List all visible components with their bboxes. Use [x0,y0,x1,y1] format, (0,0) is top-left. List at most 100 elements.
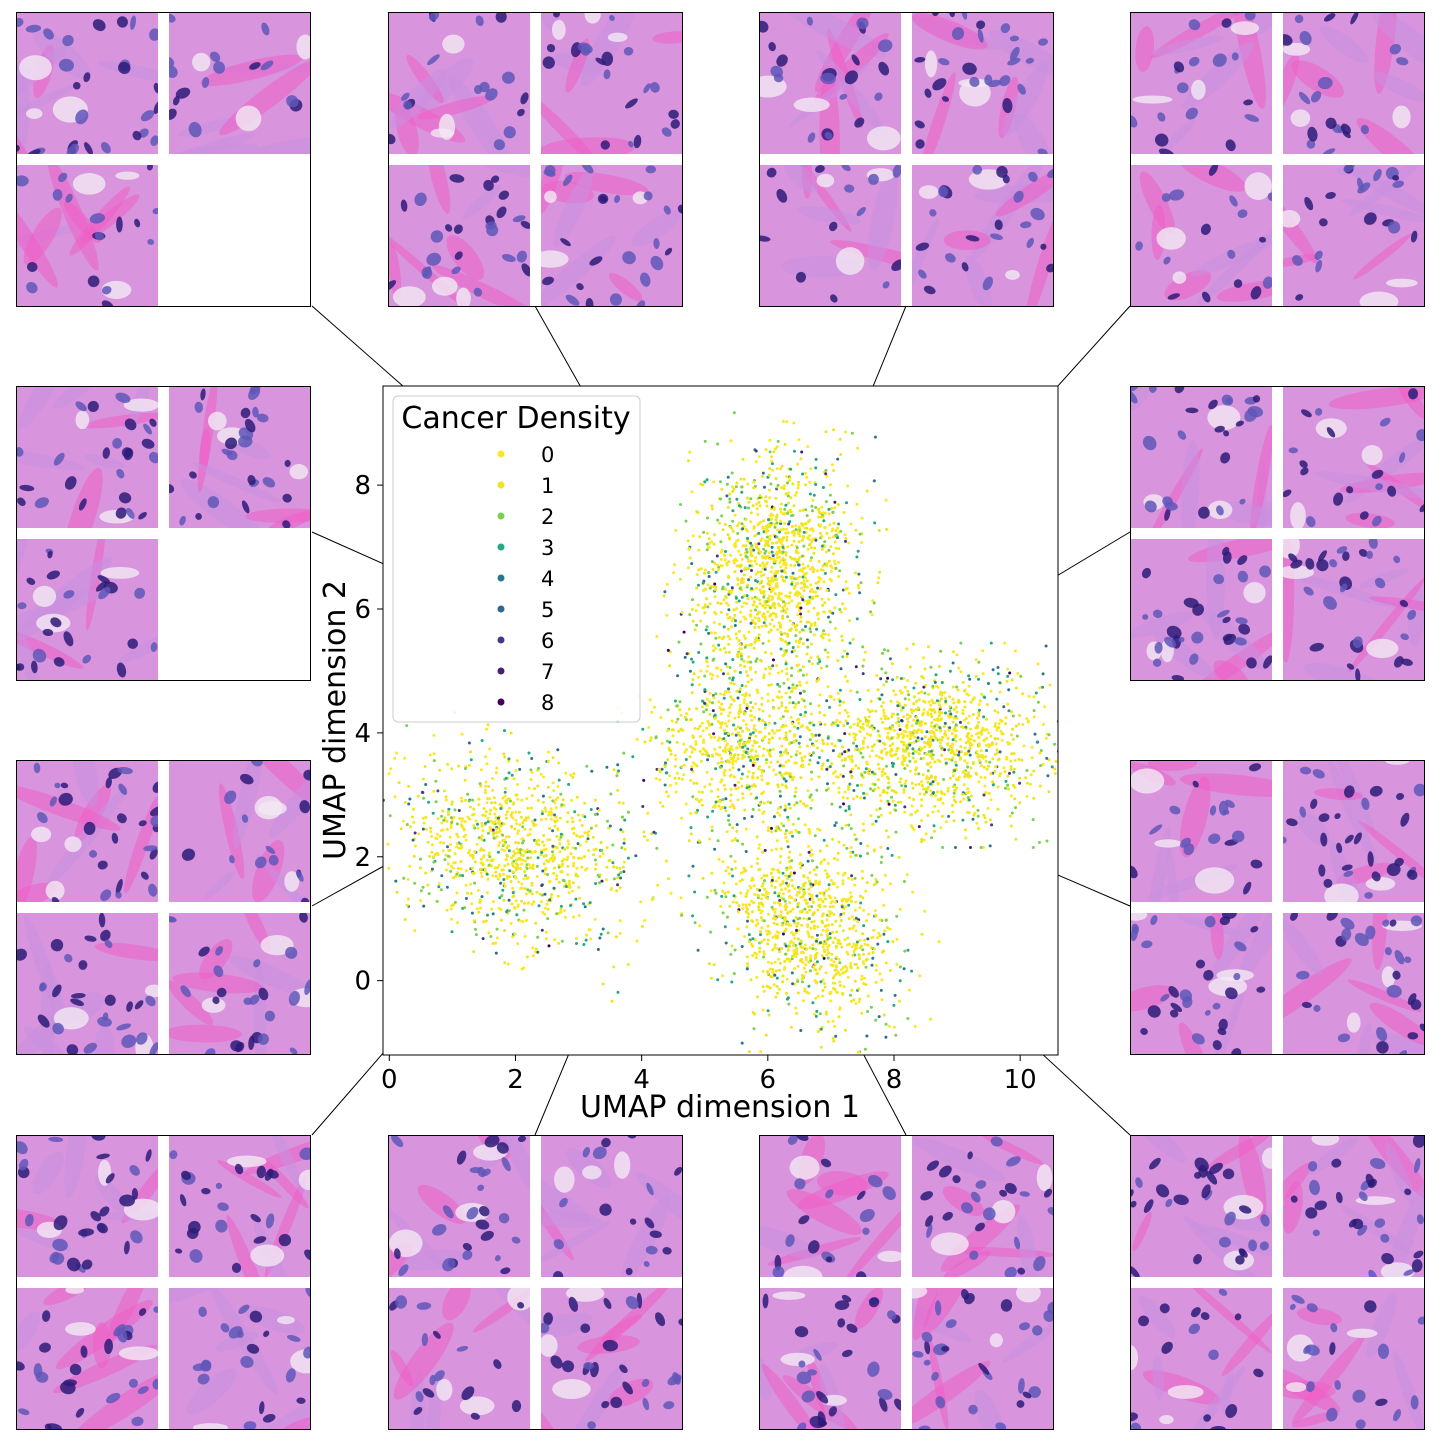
scatter-point [523,827,527,831]
scatter-point [983,784,987,788]
scatter-point [855,943,859,947]
scatter-point [480,739,484,743]
scatter-point [432,789,436,793]
scatter-point [787,522,791,526]
scatter-point [877,733,881,737]
scatter-point [401,819,405,823]
scatter-point [598,855,602,858]
scatter-point [790,514,794,518]
scatter-point [456,867,460,870]
scatter-point [825,564,829,568]
scatter-point [503,961,507,965]
scatter-point [445,868,449,872]
scatter-point [641,727,645,731]
scatter-point [781,545,785,549]
scatter-point [852,942,856,946]
scatter-point [650,832,653,836]
scatter-point [784,562,788,566]
scatter-point [764,495,768,499]
scatter-point [808,528,812,532]
scatter-point [707,754,711,758]
scatter-point [732,411,736,415]
scatter-point [479,784,483,788]
scatter-point [572,772,576,776]
scatter-point [746,680,750,684]
scatter-point [841,873,845,877]
scatter-point [1008,814,1012,818]
scatter-point [951,720,955,724]
scatter-point [902,790,906,794]
scatter-point [403,801,407,804]
scatter-point [605,765,609,769]
scatter-point [664,790,668,794]
scatter-point [876,581,880,585]
scatter-point [933,701,937,705]
scatter-point [735,901,739,905]
scatter-point [755,918,759,922]
scatter-point [534,823,538,827]
scatter-point [802,802,805,806]
scatter-point [731,874,735,878]
scatter-point [913,735,917,739]
scatter-point [837,957,841,961]
scatter-point [920,837,924,841]
scatter-point [515,913,519,917]
scatter-point [791,907,795,911]
scatter-point [744,692,748,695]
scatter-point [779,637,783,641]
scatter-point [811,947,815,951]
scatter-point [673,563,677,567]
scatter-point [831,1036,835,1040]
scatter-point [948,715,952,719]
scatter-point [874,914,878,918]
scatter-point [689,812,693,815]
scatter-point [833,744,837,748]
scatter-point [776,439,780,443]
scatter-point [727,642,731,646]
scatter-point [794,828,798,832]
scatter-point [480,822,484,825]
scatter-point [512,859,516,863]
scatter-point [969,727,972,731]
scatter-point [834,529,838,533]
scatter-point [739,477,743,481]
scatter-point [866,943,870,947]
scatter-point [899,677,903,680]
scatter-point [413,881,417,885]
scatter-point [869,787,872,791]
scatter-point [768,931,772,935]
scatter-point [789,563,793,567]
scatter-point [777,987,781,991]
scatter-point [721,860,725,864]
scatter-point [566,873,570,877]
scatter-point [460,799,464,803]
scatter-point [989,772,993,776]
scatter-point [871,956,875,960]
scatter-point [750,943,753,946]
scatter-point [1009,759,1013,763]
scatter-point [524,918,528,922]
scatter-point [601,927,605,931]
scatter-point [430,867,434,871]
scatter-point [730,732,734,736]
scatter-point [834,593,838,597]
scatter-point [838,924,842,928]
scatter-point [734,485,738,489]
scatter-point [841,796,845,799]
scatter-point [919,804,923,808]
scatter-point [724,895,728,899]
scatter-point [953,846,957,849]
scatter-point [489,935,493,938]
scatter-point [713,533,717,537]
scatter-point [437,882,441,886]
scatter-point [496,866,499,870]
scatter-point [832,428,836,432]
scatter-point [547,944,551,948]
scatter-point [498,872,502,876]
scatter-point [767,665,771,669]
scatter-point [894,1033,898,1037]
scatter-point [761,641,765,645]
scatter-point [880,704,884,708]
scatter-point [826,651,830,655]
scatter-point [515,866,519,870]
